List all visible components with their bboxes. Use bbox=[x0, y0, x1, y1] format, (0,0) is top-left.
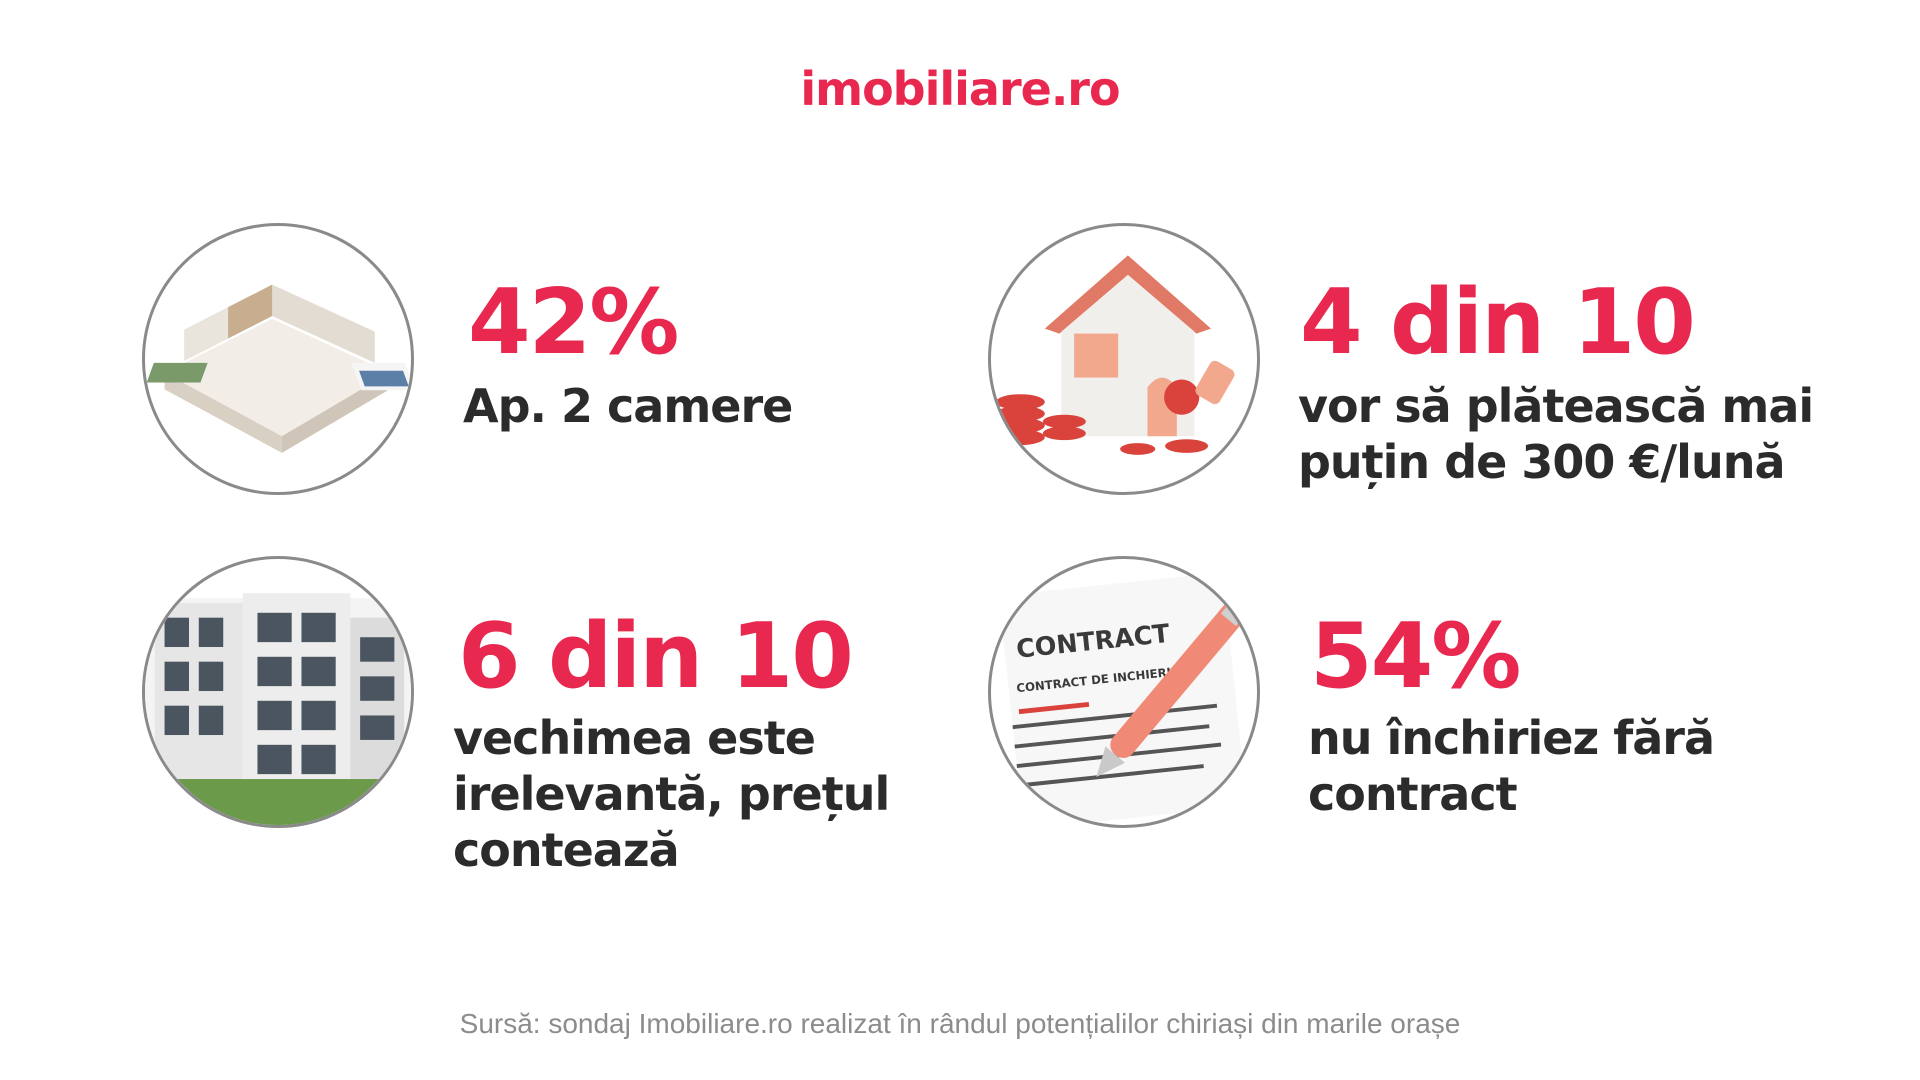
stat-value: 54% bbox=[1310, 604, 1521, 709]
stat-caption: Ap. 2 camere bbox=[463, 379, 793, 433]
brand-logo: imobiliare.ro bbox=[800, 62, 1120, 116]
contract-pen-icon: CONTRACT CONTRACT DE INCHIERIE bbox=[988, 556, 1260, 828]
stat-caption: vor să plătească mai puțin de 300 €/lună bbox=[1298, 379, 1814, 489]
stat-value: 4 din 10 bbox=[1300, 270, 1696, 375]
house-with-coins-icon bbox=[988, 223, 1260, 495]
source-note: Sursă: sondaj Imobiliare.ro realizat în … bbox=[459, 1008, 1461, 1039]
apartment-building-icon bbox=[142, 556, 414, 828]
stat-caption: nu închiriez fără contract bbox=[1308, 711, 1715, 821]
stat-value: 6 din 10 bbox=[458, 604, 854, 709]
stat-value: 42% bbox=[468, 270, 679, 375]
stat-caption: vechimea este irelevantă, prețul conteaz… bbox=[453, 711, 890, 877]
apartment-floorplan-icon bbox=[142, 223, 414, 495]
